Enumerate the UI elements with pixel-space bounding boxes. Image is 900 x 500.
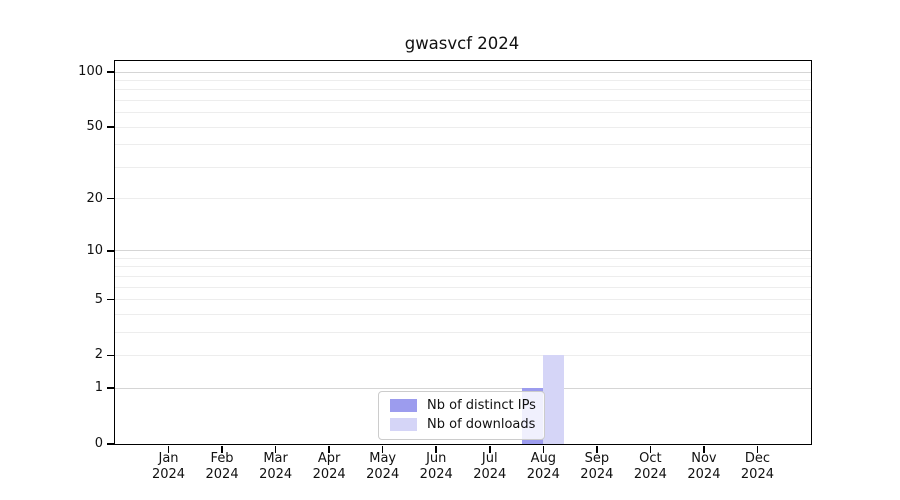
x-label-year: 2024: [633, 467, 667, 482]
y-tick-label-20: 20: [86, 190, 103, 206]
y-tick-100: [106, 71, 114, 73]
gridline-20: [115, 198, 811, 200]
chart-title: gwasvcf 2024: [404, 34, 520, 53]
y-tick-label-1: 1: [94, 380, 103, 396]
x-label-month: Jan: [158, 451, 179, 466]
x-tick-oct: [649, 445, 652, 453]
x-tick-label-mar: Mar 2024: [244, 451, 308, 483]
x-tick-jun: [435, 445, 438, 453]
gridline-90: [115, 79, 811, 81]
x-label-year: 2024: [526, 467, 560, 482]
x-tick-label-may: May 2024: [351, 451, 415, 483]
x-label-month: Oct: [639, 451, 662, 466]
x-label-month: Feb: [210, 451, 234, 466]
x-label-month: Sep: [584, 451, 610, 466]
y-tick-label-5: 5: [94, 291, 103, 307]
x-label-month: Nov: [691, 451, 717, 466]
x-label-month: Dec: [744, 451, 771, 466]
x-label-month: May: [369, 451, 397, 466]
x-tick-label-jun: Jun 2024: [404, 451, 468, 483]
legend-swatch-distinct-ips: [390, 399, 417, 412]
x-label-month: Jun: [426, 451, 447, 466]
gridline-3: [115, 331, 811, 333]
gridline-5: [115, 299, 811, 301]
x-label-year: 2024: [419, 467, 453, 482]
x-label-year: 2024: [580, 467, 614, 482]
gridline-50: [115, 126, 811, 128]
y-tick-label-100: 100: [78, 64, 103, 79]
y-tick-20: [106, 197, 114, 200]
x-label-year: 2024: [312, 467, 346, 482]
y-tick-label-0: 0: [94, 436, 103, 451]
bar-nb-of-downloads-aug: [543, 355, 565, 444]
y-tick-2: [106, 354, 114, 357]
y-tick-5: [106, 298, 114, 301]
x-label-year: 2024: [366, 467, 400, 482]
gridline-1: [115, 387, 811, 389]
x-label-month: Jul: [481, 451, 498, 466]
y-tick-50: [106, 126, 114, 128]
x-tick-feb: [221, 445, 223, 453]
x-label-month: Aug: [530, 451, 556, 466]
x-tick-sep: [596, 445, 598, 453]
x-tick-dec: [756, 445, 759, 453]
y-tick-10: [106, 249, 114, 252]
x-tick-label-feb: Feb 2024: [190, 451, 254, 483]
gridline-30: [115, 166, 811, 168]
legend: Nb of distinct IPs Nb of downloads: [378, 391, 545, 440]
x-tick-label-dec: Dec 2024: [725, 451, 789, 483]
x-tick-label-jul: Jul 2024: [458, 451, 522, 483]
legend-label-downloads: Nb of downloads: [427, 417, 536, 432]
legend-label-distinct-ips: Nb of distinct IPs: [427, 398, 536, 413]
x-tick-nov: [703, 445, 705, 453]
y-tick-label-50: 50: [86, 119, 103, 135]
x-tick-jul: [488, 445, 491, 453]
x-tick-label-aug: Aug 2024: [511, 451, 575, 483]
gridline-100: [115, 71, 811, 73]
x-tick-mar: [274, 445, 277, 453]
gridline-4: [115, 313, 811, 315]
x-label-month: Apr: [317, 451, 341, 466]
gridline-9: [115, 257, 811, 259]
plot-area: 0 1 2 5 10 20 50 100 Jan 2024 Feb 2024 Mar 2024 Apr 202…: [78, 60, 812, 482]
legend-entry-distinct-ips: Nb of distinct IPs: [390, 398, 536, 413]
x-tick-label-jan: Jan 2024: [137, 451, 201, 483]
gridline-7: [115, 275, 811, 277]
y-tick-1: [106, 387, 114, 389]
gridline-60: [115, 112, 811, 114]
y-tick-label-2: 2: [94, 347, 103, 363]
x-label-year: 2024: [687, 467, 721, 482]
x-label-year: 2024: [740, 467, 774, 482]
gridline-6: [115, 286, 811, 288]
x-tick-jan: [167, 445, 170, 453]
legend-entry-downloads: Nb of downloads: [390, 417, 536, 432]
x-label-year: 2024: [205, 467, 239, 482]
gridline-40: [115, 144, 811, 146]
x-tick-apr: [328, 445, 330, 453]
x-tick-label-sep: Sep 2024: [565, 451, 629, 483]
x-label-month: Mar: [263, 451, 288, 466]
x-label-year: 2024: [473, 467, 507, 482]
y-tick-label-10: 10: [86, 242, 103, 258]
gridline-10: [115, 250, 811, 252]
gridline-2: [115, 354, 811, 356]
x-label-year: 2024: [151, 467, 186, 482]
legend-swatch-downloads: [390, 418, 417, 431]
gridline-8: [115, 266, 811, 268]
gridline-70: [115, 99, 811, 101]
y-tick-0: [106, 443, 114, 445]
x-tick-label-oct: Oct 2024: [618, 451, 682, 483]
x-label-year: 2024: [259, 467, 293, 482]
x-tick-label-apr: Apr 2024: [297, 451, 361, 483]
gridline-80: [115, 89, 811, 91]
x-tick-may: [381, 445, 384, 453]
x-tick-aug: [542, 445, 545, 453]
x-tick-label-nov: Nov 2024: [672, 451, 736, 483]
